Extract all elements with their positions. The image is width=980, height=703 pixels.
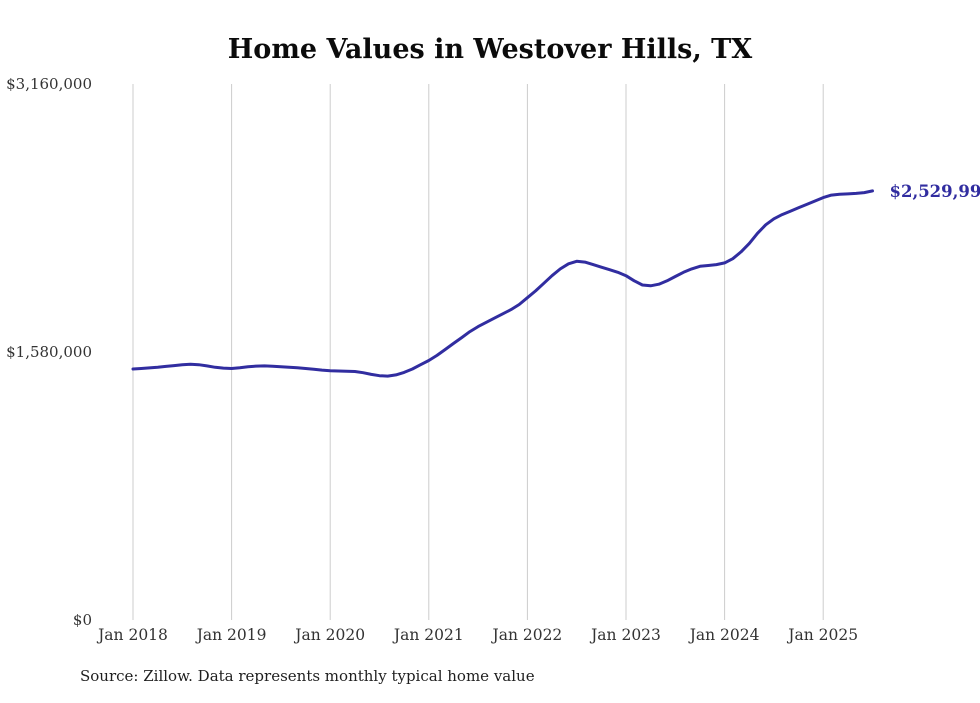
x-axis-tick-label: Jan 2018: [96, 626, 168, 644]
x-axis-tick-label: Jan 2021: [392, 626, 464, 644]
y-axis-tick-label: $0: [73, 611, 92, 629]
end-value-label: $2,529,997: [890, 182, 980, 201]
x-axis-tick-label: Jan 2024: [688, 626, 760, 644]
x-axis-tick-label: Jan 2020: [293, 626, 365, 644]
y-axis-tick-label: $1,580,000: [6, 343, 92, 361]
x-axis-tick-label: Jan 2025: [786, 626, 858, 644]
x-axis-tick-label: Jan 2022: [490, 626, 562, 644]
x-axis-tick-label: Jan 2019: [195, 626, 267, 644]
x-axis-tick-label: Jan 2023: [589, 626, 661, 644]
y-axis-tick-label: $3,160,000: [6, 75, 92, 93]
source-note: Source: Zillow. Data represents monthly …: [80, 667, 535, 685]
home-value-line: [133, 191, 873, 376]
chart-title: Home Values in Westover Hills, TX: [0, 34, 980, 65]
